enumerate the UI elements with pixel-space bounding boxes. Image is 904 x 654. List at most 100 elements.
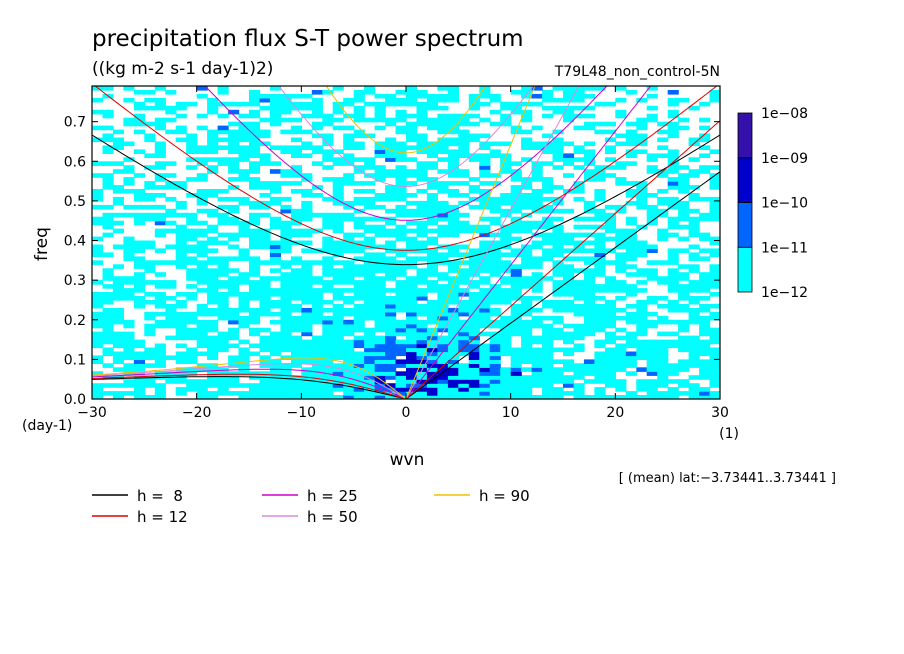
power-cell	[573, 181, 585, 186]
power-cell	[207, 339, 219, 345]
power-cell	[322, 196, 334, 202]
power-cell	[678, 323, 690, 329]
power-cell	[196, 200, 208, 206]
power-cell	[426, 141, 438, 147]
power-cell	[112, 244, 124, 250]
power-cell	[301, 228, 313, 234]
power-cell	[175, 359, 187, 364]
power-cell	[290, 387, 302, 392]
power-cell	[531, 371, 543, 376]
power-cell	[301, 367, 313, 372]
power-cell	[395, 145, 407, 150]
power-cell	[374, 232, 386, 238]
power-cell	[123, 86, 135, 91]
power-cell	[154, 272, 166, 277]
power-cell	[154, 193, 166, 198]
power-cell	[165, 173, 177, 178]
power-cell	[364, 288, 376, 293]
power-cell	[406, 379, 418, 384]
power-cell	[186, 379, 198, 384]
power-cell	[583, 200, 595, 206]
power-cell	[416, 204, 428, 210]
power-cell	[636, 303, 648, 309]
power-cell	[217, 145, 229, 150]
power-cell	[112, 264, 124, 269]
power-cell	[646, 93, 658, 99]
power-cell	[709, 347, 720, 353]
power-cell	[186, 260, 198, 265]
power-cell	[678, 292, 690, 297]
power-cell	[175, 319, 187, 325]
power-cell	[615, 296, 627, 301]
power-cell	[583, 292, 595, 297]
power-cell	[479, 315, 491, 321]
power-cell	[583, 125, 595, 131]
power-cell	[249, 97, 261, 103]
power-cell	[458, 299, 470, 305]
dispersion-curve	[204, 86, 608, 221]
power-cell	[196, 276, 208, 281]
power-cell	[636, 379, 648, 384]
power-cell	[249, 244, 261, 250]
power-cell	[343, 359, 355, 364]
power-cell	[332, 339, 344, 345]
power-cell	[123, 181, 135, 186]
power-cell	[301, 232, 313, 238]
power-cell	[102, 173, 114, 178]
power-cell	[468, 137, 480, 143]
power-cell	[542, 208, 554, 214]
power-cell	[102, 339, 114, 345]
power-cell	[280, 129, 292, 135]
power-cell	[594, 193, 606, 198]
power-cell	[437, 212, 449, 218]
power-cell	[374, 165, 386, 170]
power-cell	[238, 272, 250, 277]
power-cell	[594, 355, 606, 360]
power-cell	[604, 284, 616, 289]
power-cell	[615, 133, 627, 139]
power-cell	[437, 339, 449, 345]
power-cell	[406, 303, 418, 309]
power-cell	[416, 379, 428, 384]
power-cell	[573, 391, 585, 396]
power-cell	[709, 335, 720, 341]
power-cell	[688, 319, 700, 325]
power-cell	[207, 276, 219, 281]
power-cell	[688, 169, 700, 174]
power-cell	[646, 220, 658, 226]
power-cell	[688, 157, 700, 162]
power-cell	[112, 335, 124, 341]
power-cell	[447, 307, 459, 313]
power-cell	[322, 335, 334, 341]
power-cell	[332, 248, 344, 253]
power-cell	[311, 145, 323, 150]
power-cell	[678, 177, 690, 182]
power-cell	[667, 196, 679, 202]
power-cell	[636, 347, 648, 353]
power-cell	[604, 319, 616, 325]
power-cell	[238, 355, 250, 360]
power-cell	[510, 327, 522, 333]
power-cell	[458, 371, 470, 376]
power-cell	[395, 260, 407, 265]
power-cell	[301, 331, 313, 337]
power-cell	[228, 327, 240, 333]
power-cell	[699, 351, 711, 357]
power-cell	[437, 86, 449, 91]
power-cell	[133, 196, 145, 202]
power-cell	[636, 355, 648, 360]
power-cell	[196, 161, 208, 166]
power-cell	[269, 395, 281, 399]
power-cell	[332, 157, 344, 162]
x-tick-label: 30	[711, 405, 729, 421]
power-cell	[583, 224, 595, 230]
power-cell	[426, 355, 438, 360]
power-cell	[364, 299, 376, 305]
power-cell	[259, 355, 271, 360]
power-cell	[259, 379, 271, 384]
power-cell	[290, 228, 302, 234]
power-cell	[510, 252, 522, 257]
power-cell	[552, 327, 564, 333]
power-cell	[521, 252, 533, 257]
power-cell	[343, 379, 355, 384]
